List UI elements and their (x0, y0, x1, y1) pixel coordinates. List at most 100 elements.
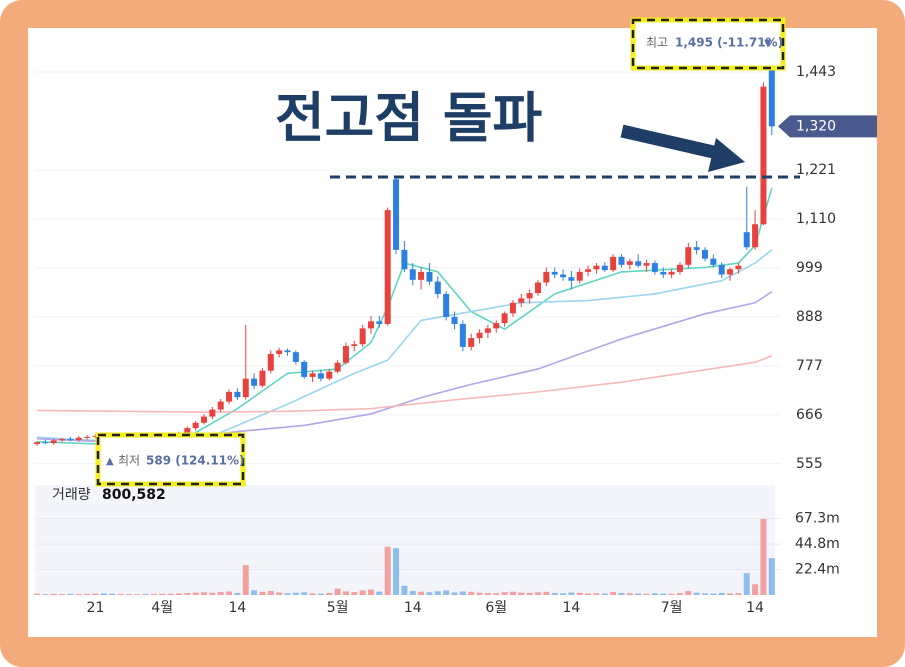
x-tick-label: 14 (746, 600, 764, 616)
volume-bar (635, 593, 642, 595)
candle-body (184, 428, 191, 434)
moving-average (36, 187, 773, 446)
volume-bar (100, 593, 107, 595)
volume-bar (317, 593, 324, 595)
volume-bar (125, 594, 132, 595)
volume-bar (301, 592, 308, 595)
candle-body (376, 321, 383, 324)
volume-bar (376, 591, 383, 595)
volume-bar (743, 573, 750, 595)
candle-body (384, 210, 391, 324)
candle-body (743, 232, 750, 248)
x-tick-label: 4월 (151, 600, 173, 616)
candle-body (217, 401, 224, 410)
volume-bar (217, 592, 224, 595)
volume-bar (668, 593, 675, 595)
volume-bar (267, 591, 274, 595)
grid (35, 71, 780, 571)
volume-label: 거래량 (52, 487, 91, 503)
high-icon: ▼ (764, 38, 772, 49)
volume-bar (167, 593, 174, 595)
candle-body (735, 265, 742, 270)
candle-body (393, 179, 400, 250)
x-tick-label: 14 (404, 600, 422, 616)
volume-bar (568, 592, 575, 595)
volume-bar (476, 592, 483, 595)
candle-body (568, 277, 575, 281)
price-tag-label: 1,320 (796, 118, 836, 134)
volume-bar (543, 591, 550, 595)
volume-bar (117, 593, 124, 595)
candle-body (259, 370, 266, 386)
volume-bar (626, 593, 633, 595)
volume-bar (276, 592, 283, 595)
candle-body (518, 298, 525, 303)
volume-bar (434, 591, 441, 595)
candle-body (34, 442, 40, 444)
candle-body (301, 361, 308, 377)
high-value: 1,495 (-11.71%) (675, 36, 783, 50)
candle-body (468, 338, 475, 347)
volume-bar (251, 590, 258, 595)
y-tick-label: 777 (796, 358, 823, 374)
candle-body (201, 416, 207, 423)
volume-bar (735, 593, 742, 595)
volume-tick-label: 44.8m (795, 536, 840, 552)
volume-bar (660, 593, 667, 595)
y-tick-label: 666 (796, 407, 823, 423)
volume-area (35, 485, 775, 595)
volume-bar (693, 592, 700, 595)
low-value: 589 (124.11%) (146, 454, 245, 468)
volume-bar (384, 546, 391, 595)
volume-bar (175, 593, 182, 595)
volume-bar (484, 592, 491, 595)
volume-bar (509, 591, 516, 595)
volume-bar (727, 593, 734, 595)
labels: 1,443 1,221 1,110 999 888 777 666 555 67.3m 44.8m… (87, 64, 840, 616)
candle-body (760, 86, 767, 225)
volume-bar (201, 592, 207, 595)
volume-bar (342, 591, 349, 595)
candle-body (551, 271, 558, 275)
high-label: 최고 (646, 36, 668, 50)
x-tick-label: 14 (228, 600, 246, 616)
candle-body (668, 271, 675, 275)
candle-body (267, 353, 274, 371)
candle-body (192, 422, 199, 429)
candle-body (560, 274, 567, 278)
volume-bar (685, 591, 692, 595)
volume-bar (676, 593, 683, 595)
candle-body (509, 302, 516, 314)
volume-tick-label: 67.3m (795, 511, 840, 527)
candle-body (342, 346, 349, 363)
candle-body (526, 293, 533, 299)
volume-bar (42, 594, 49, 595)
candle-body (618, 256, 625, 265)
volume-bar (760, 518, 767, 595)
candle-body (401, 249, 408, 270)
volume-bar (84, 593, 91, 595)
candle-body (284, 350, 291, 353)
volume-bar (159, 593, 166, 595)
candle-body (234, 391, 241, 398)
candle-body (685, 247, 692, 265)
volume-bar (651, 593, 658, 595)
candle-body (693, 247, 700, 250)
volume-bar (710, 593, 717, 595)
volume-bar (242, 565, 249, 595)
high-callout: 최고 1,495 (-11.71%) ▼ (630, 17, 786, 71)
volume-bar (610, 592, 617, 595)
candle-body (276, 350, 283, 354)
candle-body (209, 409, 216, 417)
candle-body (718, 264, 725, 275)
volume-bar (234, 592, 241, 595)
volume-bar (284, 593, 291, 595)
volume-bar (401, 585, 408, 595)
candle-body (309, 373, 316, 377)
candle-body (610, 256, 617, 271)
y-tick-label: 999 (796, 260, 823, 276)
y-tick-label: 1,110 (796, 211, 836, 227)
volume-bar (459, 591, 466, 595)
y-tick-label: 1,443 (796, 64, 836, 80)
volume-bar (34, 593, 40, 595)
